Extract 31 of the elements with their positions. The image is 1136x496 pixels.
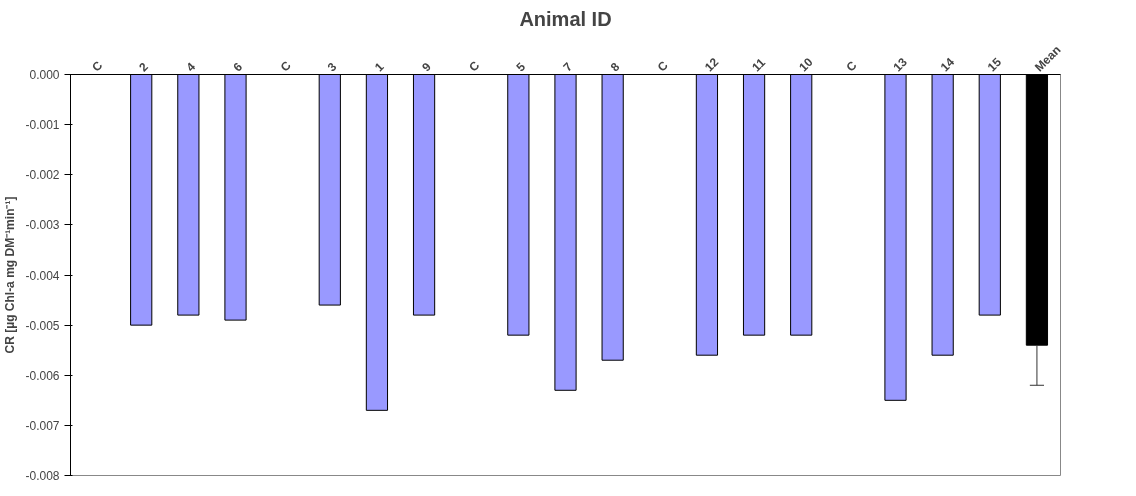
x-tick-label: 8 <box>607 59 623 75</box>
x-tick-label: 4 <box>183 59 199 75</box>
x-tick-label: 1 <box>371 59 387 75</box>
y-tick-label: -0.007 <box>25 418 60 433</box>
x-tick-label: 2 <box>136 59 152 75</box>
x-tick-label: C <box>466 58 483 75</box>
y-tick-label: -0.008 <box>25 469 60 483</box>
x-tick-label: 11 <box>749 55 769 75</box>
y-tick-label: -0.001 <box>25 118 60 133</box>
x-tick-label: 7 <box>560 59 576 75</box>
x-tick-label: 3 <box>324 59 340 75</box>
x-tick-label: 10 <box>796 54 816 75</box>
y-tick-label: 0.000 <box>29 68 60 82</box>
y-tick-label: -0.005 <box>25 318 60 333</box>
chart-title: Animal ID <box>519 7 612 30</box>
y-tick-label: -0.004 <box>25 268 60 283</box>
x-tick-label: 13 <box>890 54 911 75</box>
y-tick-label: -0.006 <box>25 368 60 383</box>
x-tick-label: 12 <box>701 54 722 75</box>
x-tick-label: 5 <box>513 59 529 75</box>
y-tick-label: -0.003 <box>25 218 60 233</box>
x-tick-label: 15 <box>984 54 1005 75</box>
x-tick-label: C <box>277 58 294 75</box>
y-tick-label: -0.002 <box>25 168 60 183</box>
y-axis-title: CR [µg Chl-a mg DM⁻¹min⁻¹] <box>3 196 18 354</box>
x-tick-label: C <box>843 58 860 75</box>
x-tick-label: 9 <box>419 59 434 75</box>
x-tick-label: 14 <box>937 54 958 75</box>
x-tick-label: C <box>89 58 106 75</box>
x-tick-label: 6 <box>230 59 246 75</box>
x-tick-label: C <box>654 58 672 75</box>
